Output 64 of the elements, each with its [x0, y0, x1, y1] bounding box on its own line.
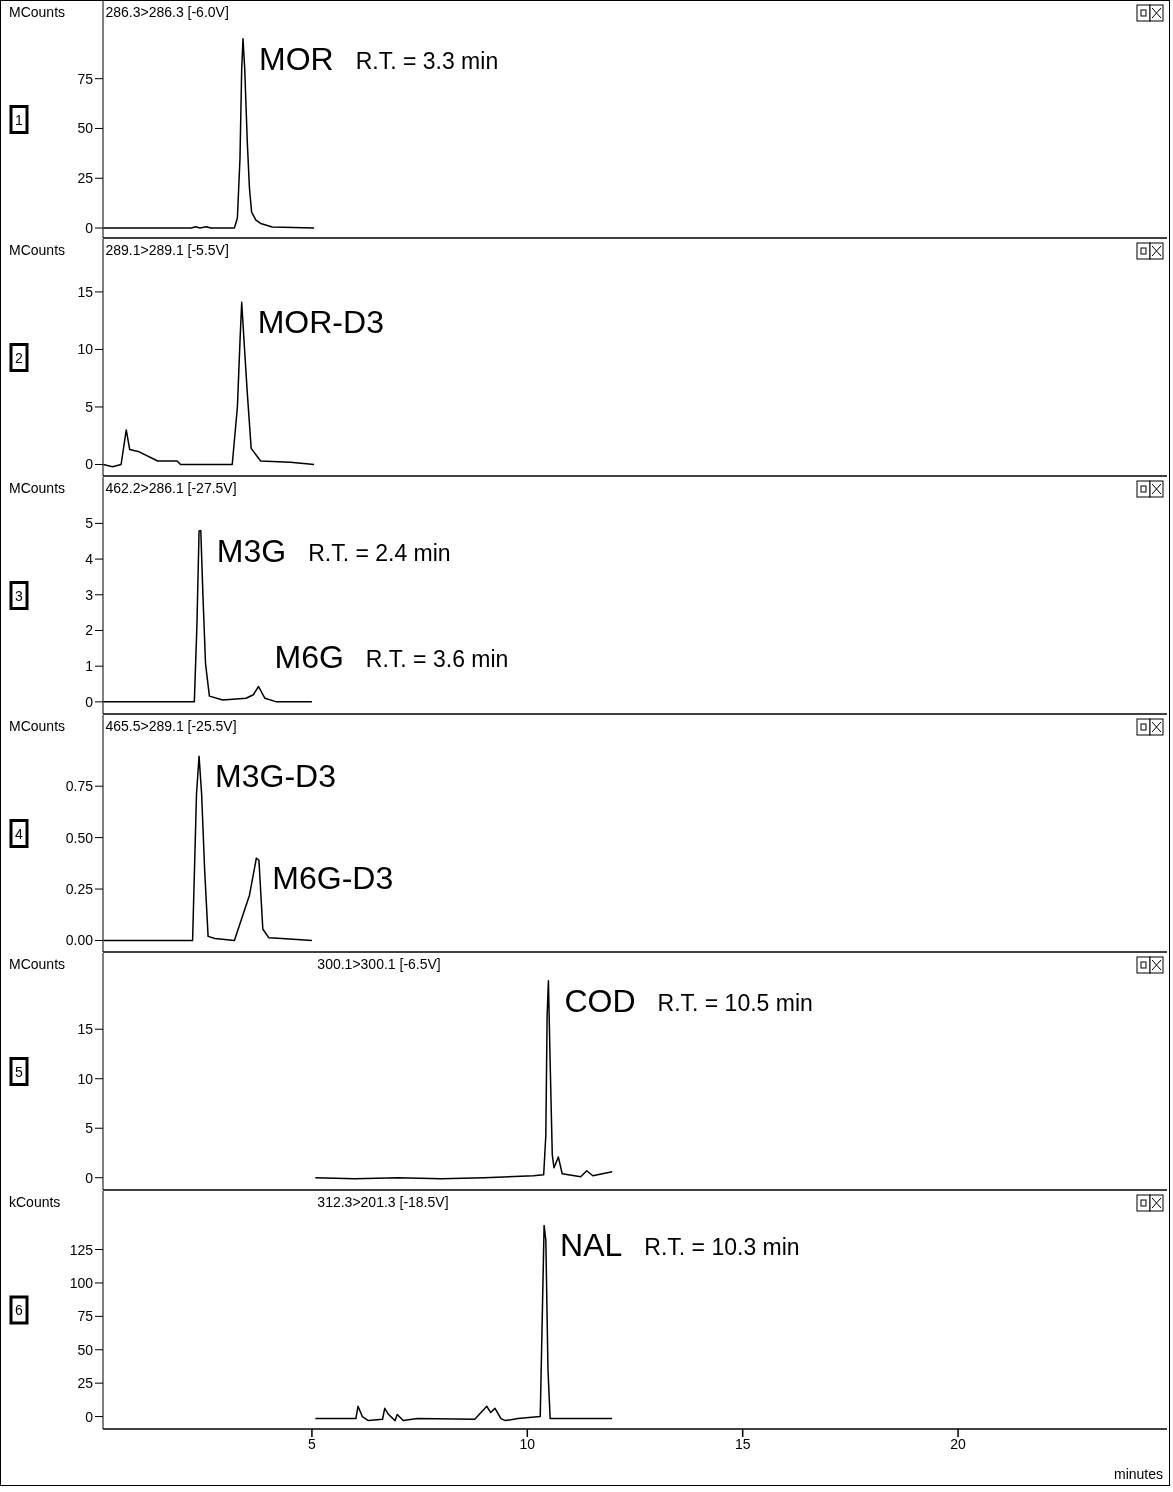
- y-tick-label: 15: [77, 1021, 94, 1038]
- y-tick-label: 25: [77, 1375, 94, 1392]
- y-tick-label: 3: [85, 586, 94, 603]
- y-tick-label: 125: [69, 1241, 94, 1258]
- y-tick-label: 0: [85, 693, 94, 710]
- annotation: R.T. = 10.5 min: [657, 989, 813, 1016]
- y-tick-label: 0.25: [65, 881, 94, 898]
- y-tick-label: 75: [77, 1308, 94, 1325]
- annotation: M6G-D3: [272, 860, 394, 897]
- annotation: M6G: [274, 638, 344, 675]
- y-axis-title: MCounts: [9, 242, 66, 258]
- annotation: M3G-D3: [215, 758, 336, 795]
- y-axis-title: MCounts: [9, 718, 66, 734]
- annotation: R.T. = 2.4 min: [308, 539, 451, 566]
- annotation: R.T. = 10.3 min: [644, 1234, 800, 1261]
- y-tick-label: 100: [69, 1274, 94, 1291]
- annotation: MOR: [259, 40, 334, 77]
- text: 4: [15, 825, 24, 842]
- x-tick-label: 20: [950, 1435, 967, 1452]
- text: 5: [15, 1063, 24, 1080]
- y-tick-label: 5: [85, 1120, 94, 1137]
- y-tick-label: 10: [77, 1070, 94, 1087]
- chart-subtitle: 289.1>289.1 [-5.5V]: [105, 242, 229, 258]
- annotation: COD: [564, 982, 636, 1019]
- y-tick-label: 50: [77, 120, 94, 137]
- annotation: R.T. = 3.3 min: [355, 47, 499, 74]
- y-tick-label: 0.75: [65, 778, 94, 795]
- y-axis-title: kCounts: [9, 1194, 61, 1210]
- chart-subtitle: 312.3>201.3 [-18.5V]: [317, 1194, 449, 1210]
- chart-subtitle: 465.5>289.1 [-25.5V]: [105, 718, 237, 734]
- y-tick-label: 2: [85, 622, 94, 639]
- y-tick-label: 5: [85, 515, 94, 532]
- y-axis-title: MCounts: [9, 956, 66, 972]
- x-axis-title: minutes: [1113, 1466, 1163, 1482]
- y-axis-title: MCounts: [9, 4, 66, 20]
- y-tick-label: 5: [85, 398, 94, 415]
- text: 1: [15, 111, 24, 128]
- x-tick-label: 10: [519, 1435, 536, 1452]
- chart-subtitle: 286.3>286.3 [-6.0V]: [105, 4, 229, 20]
- y-tick-label: 0.50: [65, 829, 94, 846]
- x-tick-label: 5: [308, 1435, 317, 1452]
- y-tick-label: 0: [85, 1169, 94, 1186]
- annotation: R.T. = 3.6 min: [365, 645, 509, 672]
- y-tick-label: 1: [85, 658, 94, 675]
- y-tick-label: 10: [77, 341, 94, 358]
- text: 2: [15, 349, 24, 366]
- y-tick-label: 15: [77, 283, 94, 300]
- y-tick-label: 0.00: [65, 932, 94, 949]
- y-tick-label: 75: [77, 70, 94, 87]
- y-tick-label: 0: [85, 220, 94, 237]
- y-tick-label: 0: [85, 456, 94, 473]
- annotation: MOR-D3: [257, 304, 384, 341]
- x-tick-label: 15: [734, 1435, 751, 1452]
- annotation: NAL: [560, 1227, 623, 1264]
- chart-subtitle: 462.2>286.1 [-27.5V]: [105, 480, 237, 496]
- y-axis-title: MCounts: [9, 480, 66, 496]
- text: 3: [15, 587, 24, 604]
- annotation: M3G: [216, 532, 287, 569]
- text: 6: [15, 1302, 24, 1318]
- y-tick-label: 4: [85, 551, 94, 568]
- y-tick-label: 25: [77, 170, 94, 187]
- y-tick-label: 0: [85, 1408, 94, 1425]
- chart-subtitle: 300.1>300.1 [-6.5V]: [317, 956, 441, 972]
- y-tick-label: 50: [77, 1341, 94, 1358]
